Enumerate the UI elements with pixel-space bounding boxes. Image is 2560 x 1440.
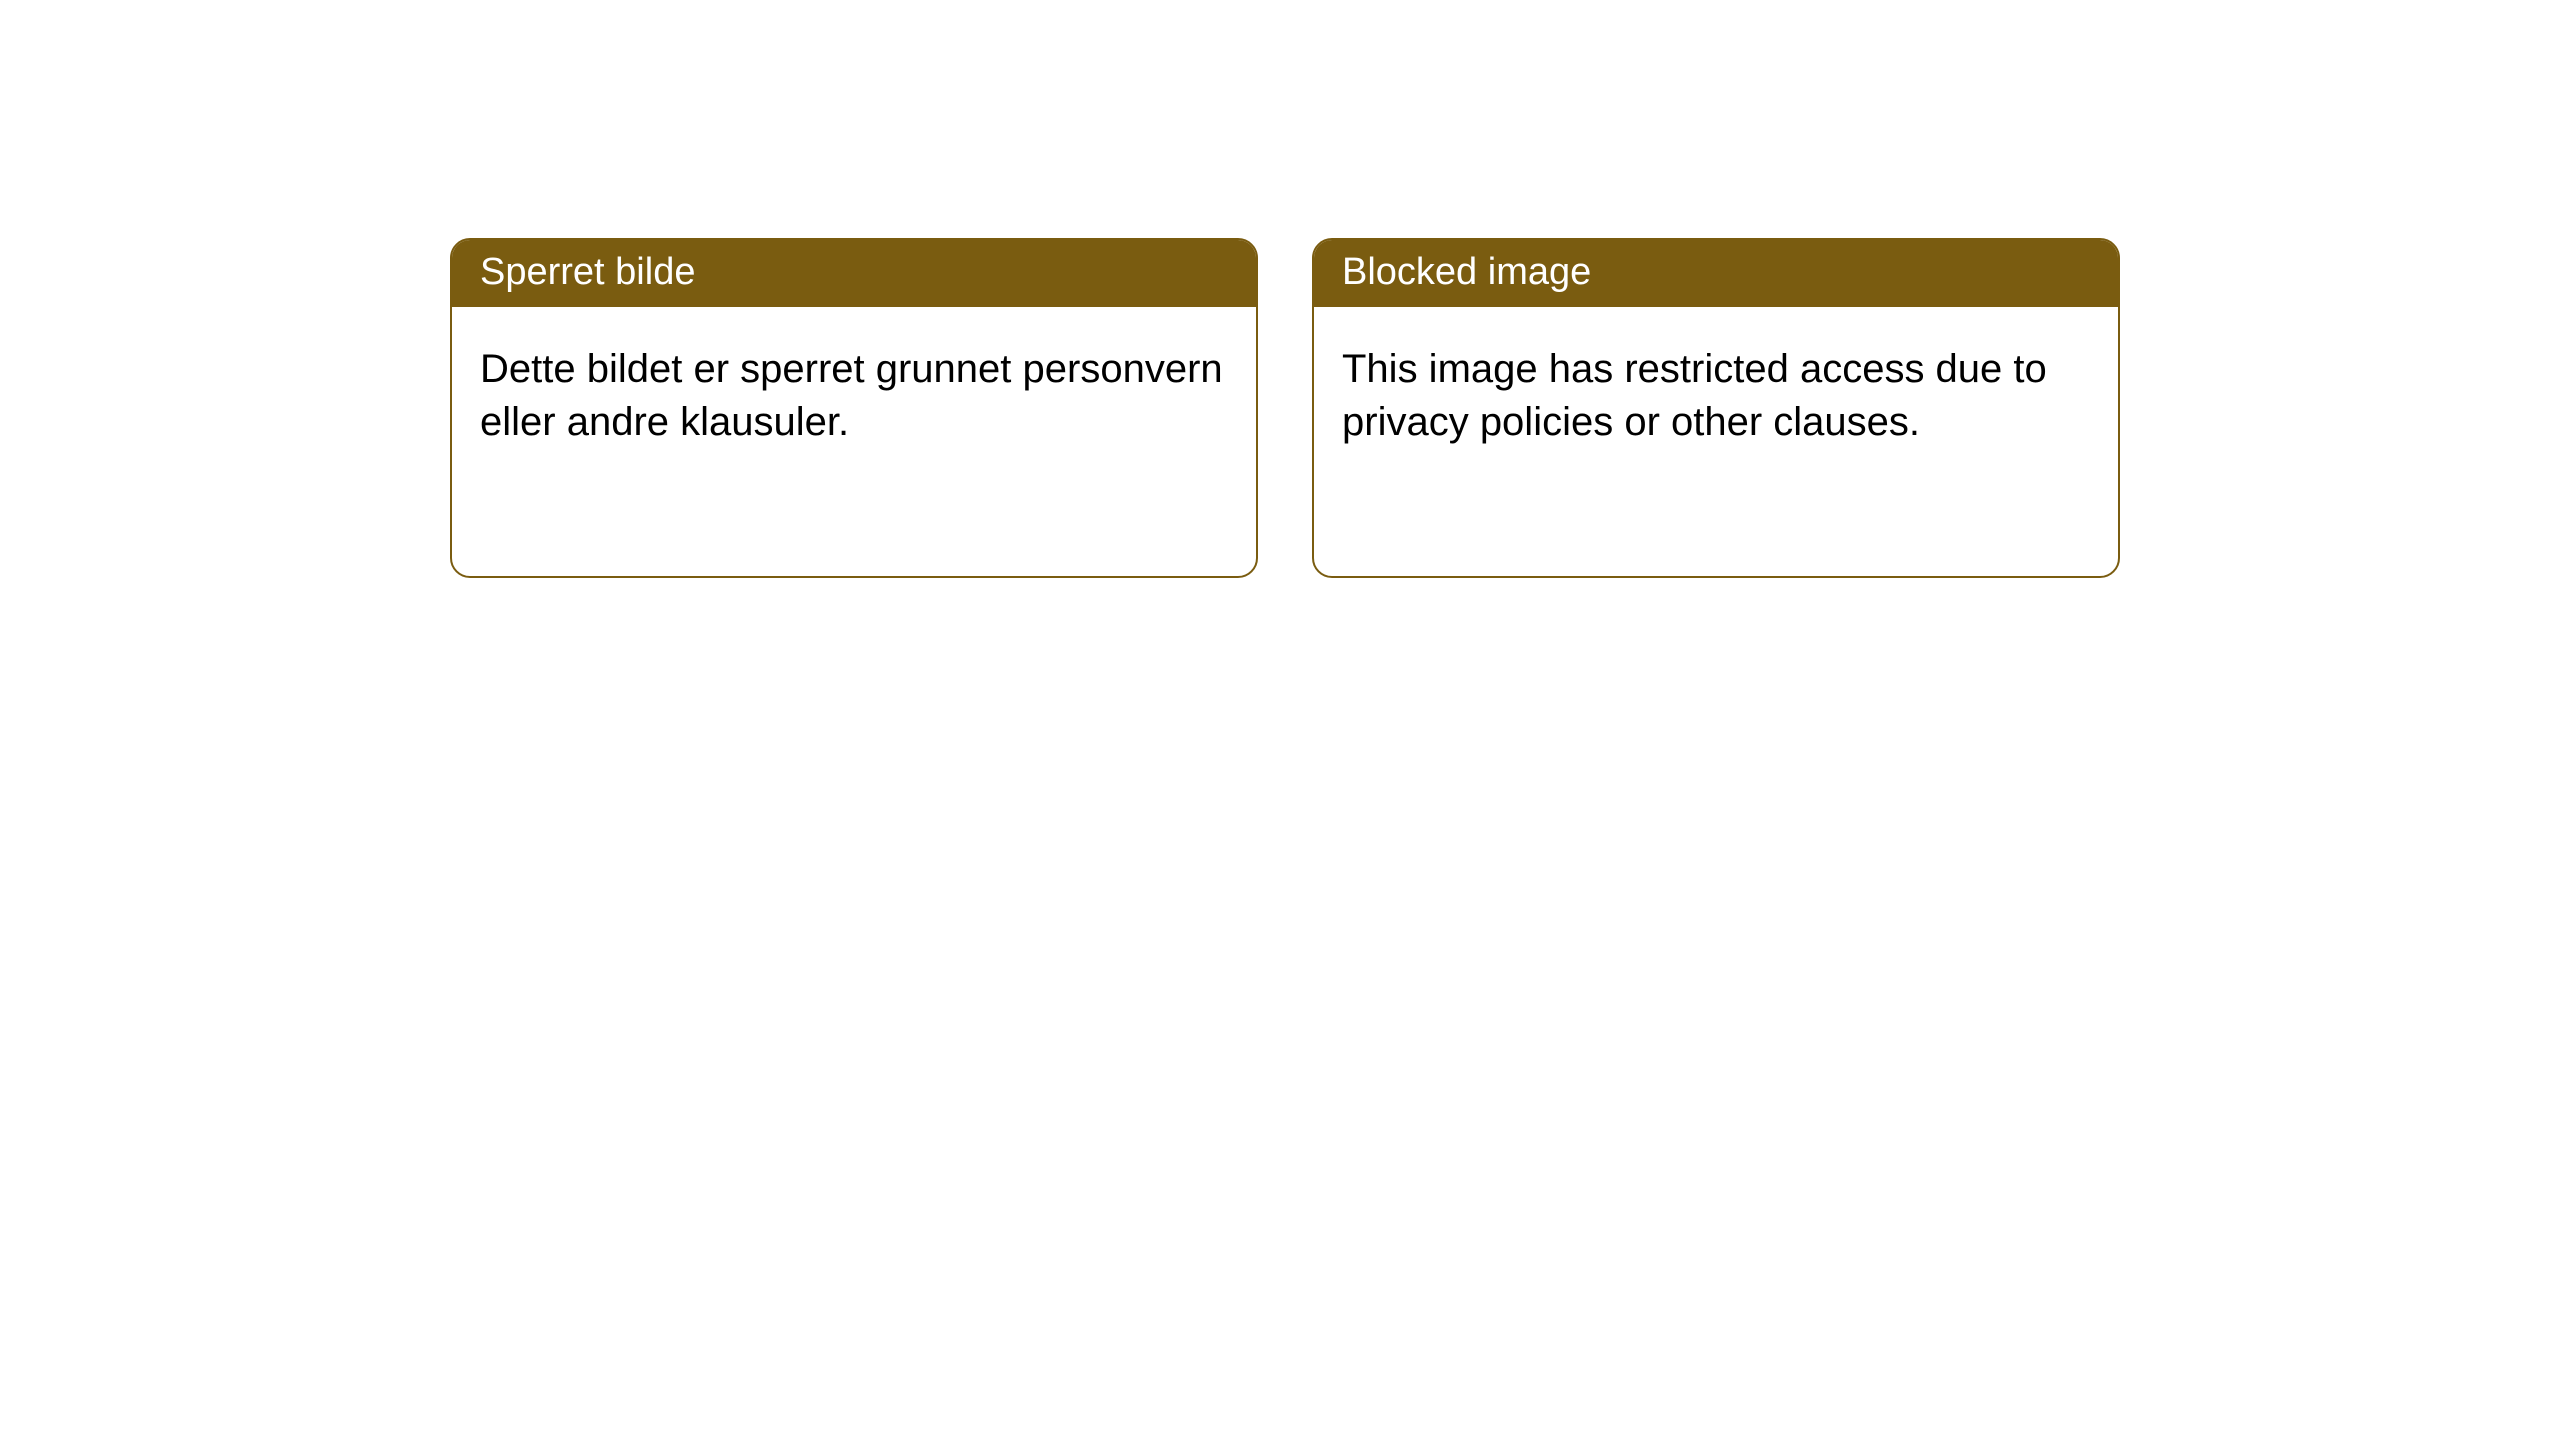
notice-container: Sperret bilde Dette bildet er sperret gr… xyxy=(0,0,2560,578)
notice-card-norwegian: Sperret bilde Dette bildet er sperret gr… xyxy=(450,238,1258,578)
notice-card-title: Sperret bilde xyxy=(452,240,1256,307)
notice-card-title: Blocked image xyxy=(1314,240,2118,307)
notice-card-body: This image has restricted access due to … xyxy=(1314,307,2118,477)
notice-card-english: Blocked image This image has restricted … xyxy=(1312,238,2120,578)
notice-card-body: Dette bildet er sperret grunnet personve… xyxy=(452,307,1256,477)
